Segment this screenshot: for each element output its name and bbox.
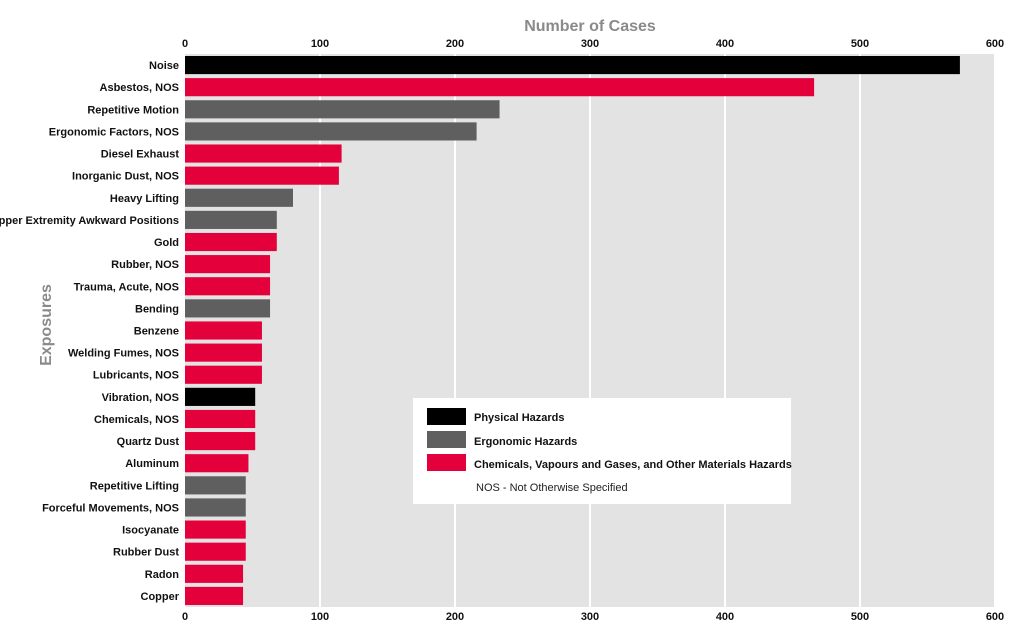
category-label: Rubber, NOS — [111, 259, 179, 271]
x-axis-title: Number of Cases — [524, 18, 656, 35]
legend-label-physical: Physical Hazards — [474, 412, 565, 424]
top-tick-label: 500 — [851, 38, 869, 50]
bar — [185, 365, 262, 384]
bar — [185, 586, 244, 606]
category-label: Radon — [145, 569, 180, 581]
bar — [185, 432, 256, 451]
category-label: Repetitive Motion — [87, 104, 179, 116]
category-label: Trauma, Acute, NOS — [74, 281, 179, 293]
bottom-tick-label: 200 — [446, 611, 464, 623]
category-label: Quartz Dust — [117, 436, 180, 448]
legend: Physical Hazards Ergonomic Hazards Chemi… — [413, 398, 792, 504]
category-label: Forceful Movements, NOS — [42, 502, 179, 514]
category-label: Aluminum — [125, 458, 179, 470]
bar — [185, 188, 293, 207]
bar — [185, 343, 262, 362]
category-label: Lubricants, NOS — [93, 370, 179, 382]
top-tick-label: 300 — [581, 38, 599, 50]
bar — [185, 232, 277, 252]
bottom-tick-label: 0 — [182, 611, 188, 623]
bottom-tick-label: 600 — [986, 611, 1004, 623]
legend-box — [413, 398, 791, 504]
top-tick-label: 0 — [182, 38, 188, 50]
category-label: Upper Extremity Awkward Positions — [0, 215, 179, 227]
category-label: Benzene — [134, 326, 179, 338]
top-tick-label: 600 — [986, 38, 1004, 50]
bars — [185, 55, 960, 606]
legend-label-ergonomic: Ergonomic Hazards — [474, 436, 577, 448]
bar — [185, 498, 246, 517]
category-label: Asbestos, NOS — [100, 82, 179, 94]
category-label: Gold — [154, 237, 179, 249]
bottom-tick-label: 400 — [716, 611, 734, 623]
bar — [185, 454, 249, 473]
category-label: Bending — [135, 303, 179, 315]
legend-note: NOS - Not Otherwise Specified — [476, 482, 628, 494]
category-label: Diesel Exhaust — [101, 149, 180, 161]
bar — [185, 210, 277, 229]
bar — [185, 100, 500, 119]
top-tick-label: 100 — [311, 38, 329, 50]
bar — [185, 564, 244, 583]
bar — [185, 277, 271, 296]
bar — [185, 255, 271, 274]
bar — [185, 321, 262, 340]
bar — [185, 476, 246, 495]
bottom-axis-ticks: 0 100 200 300 400 500 600 — [182, 611, 1004, 623]
bottom-tick-label: 100 — [311, 611, 329, 623]
top-axis-ticks: 0 100 200 300 400 500 600 — [182, 38, 1004, 50]
legend-swatch-ergonomic — [427, 431, 466, 448]
bar — [185, 122, 477, 141]
bar — [185, 520, 246, 539]
top-tick-label: 400 — [716, 38, 734, 50]
bar — [185, 542, 246, 561]
bar — [185, 166, 339, 185]
category-label: Inorganic Dust, NOS — [72, 171, 179, 183]
category-label: Rubber Dust — [113, 547, 179, 559]
category-labels: Noise Asbestos, NOS Repetitive Motion Ergon… — [0, 60, 180, 603]
bar — [185, 299, 271, 318]
bar — [185, 387, 256, 406]
legend-swatch-chemical — [427, 454, 466, 471]
bar — [185, 144, 342, 163]
bar — [185, 409, 256, 429]
category-label: Ergonomic Factors, NOS — [49, 126, 179, 138]
category-label: Noise — [149, 60, 179, 72]
bar — [185, 55, 960, 75]
bottom-tick-label: 500 — [851, 611, 869, 623]
category-label: Copper — [141, 591, 180, 603]
category-label: Chemicals, NOS — [94, 414, 179, 426]
bar — [185, 78, 815, 97]
legend-label-chemical: Chemicals, Vapours and Gases, and Other … — [474, 459, 792, 471]
legend-swatch-physical — [427, 408, 466, 425]
category-label: Heavy Lifting — [110, 193, 179, 205]
category-label: Isocyanate — [122, 525, 179, 537]
category-label: Vibration, NOS — [102, 392, 179, 404]
top-tick-label: 200 — [446, 38, 464, 50]
category-label: Welding Fumes, NOS — [68, 348, 179, 360]
y-axis-title: Exposures — [38, 284, 55, 366]
category-label: Repetitive Lifting — [90, 480, 179, 492]
bottom-tick-label: 300 — [581, 611, 599, 623]
